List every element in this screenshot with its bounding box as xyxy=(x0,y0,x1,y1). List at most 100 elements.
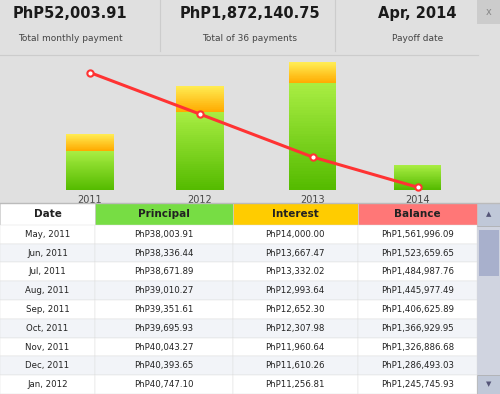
Bar xyxy=(176,176,224,178)
Bar xyxy=(394,184,442,186)
Bar xyxy=(289,82,336,83)
Text: 2011: 2011 xyxy=(78,195,102,205)
Text: Dec, 2011: Dec, 2011 xyxy=(26,361,70,370)
Bar xyxy=(232,262,358,281)
Bar xyxy=(289,134,336,136)
Bar xyxy=(478,230,498,275)
Bar xyxy=(289,91,336,94)
Bar xyxy=(289,171,336,174)
Bar xyxy=(176,108,224,109)
Bar xyxy=(394,173,442,174)
Bar xyxy=(289,80,336,81)
Bar xyxy=(176,166,224,168)
Bar xyxy=(66,181,114,182)
Bar xyxy=(66,184,114,185)
Bar xyxy=(232,243,358,262)
Bar xyxy=(176,106,224,107)
Text: Interest: Interest xyxy=(272,209,318,219)
Bar xyxy=(358,243,477,262)
Bar xyxy=(289,131,336,134)
Bar xyxy=(66,135,114,136)
Bar xyxy=(66,142,114,143)
Bar xyxy=(289,139,336,142)
Bar xyxy=(289,158,336,160)
Bar xyxy=(394,179,442,180)
Bar xyxy=(289,118,336,121)
Bar xyxy=(176,100,224,101)
Bar xyxy=(394,170,442,171)
Bar xyxy=(0,319,95,338)
Bar xyxy=(0,300,95,319)
Bar xyxy=(66,150,114,151)
Bar xyxy=(66,140,114,141)
Bar xyxy=(358,338,477,357)
Bar xyxy=(66,145,114,146)
Bar xyxy=(95,338,232,357)
Bar xyxy=(358,225,477,243)
Bar xyxy=(289,64,336,65)
Bar xyxy=(95,300,232,319)
Bar xyxy=(289,81,336,82)
Bar xyxy=(289,72,336,73)
Text: PhP13,332.02: PhP13,332.02 xyxy=(266,268,325,276)
Bar xyxy=(176,91,224,92)
Bar xyxy=(289,71,336,72)
Text: PhP1,561,996.09: PhP1,561,996.09 xyxy=(381,230,454,239)
Bar xyxy=(176,108,224,109)
Text: Oct, 2011: Oct, 2011 xyxy=(26,324,68,333)
Bar xyxy=(66,148,114,149)
Text: PhP40,747.10: PhP40,747.10 xyxy=(134,380,194,389)
Bar xyxy=(66,151,114,152)
Bar xyxy=(289,182,336,184)
Bar xyxy=(289,123,336,126)
Bar xyxy=(289,104,336,107)
Bar xyxy=(394,188,442,189)
Bar xyxy=(176,112,224,114)
Bar xyxy=(176,98,224,99)
Bar xyxy=(66,140,114,141)
Bar xyxy=(394,169,442,170)
Bar xyxy=(176,95,224,96)
Bar xyxy=(176,127,224,129)
Bar xyxy=(66,165,114,166)
Bar xyxy=(289,62,336,63)
Bar xyxy=(394,189,442,190)
Bar xyxy=(176,135,224,137)
Bar xyxy=(66,141,114,142)
Bar xyxy=(66,139,114,140)
Bar xyxy=(95,262,232,281)
Bar xyxy=(477,203,500,394)
Bar xyxy=(66,185,114,186)
Text: Jul, 2011: Jul, 2011 xyxy=(28,268,66,276)
Bar xyxy=(289,144,336,147)
Text: PhP39,351.61: PhP39,351.61 xyxy=(134,305,194,314)
Bar xyxy=(289,128,336,131)
Bar xyxy=(289,115,336,118)
Bar xyxy=(176,102,224,103)
Bar xyxy=(394,171,442,172)
Bar xyxy=(289,68,336,69)
Bar xyxy=(66,178,114,179)
Bar xyxy=(66,152,114,154)
Text: PhP39,695.93: PhP39,695.93 xyxy=(134,324,194,333)
Bar xyxy=(66,171,114,172)
Bar xyxy=(289,179,336,182)
Bar xyxy=(394,180,442,181)
Bar xyxy=(176,174,224,176)
Bar xyxy=(394,168,442,169)
Bar xyxy=(289,168,336,171)
Text: Aug, 2011: Aug, 2011 xyxy=(26,286,70,295)
Bar xyxy=(176,182,224,184)
Bar xyxy=(66,179,114,180)
Bar xyxy=(289,70,336,71)
Bar xyxy=(394,173,442,174)
Bar xyxy=(176,101,224,102)
Bar xyxy=(176,90,224,91)
Bar xyxy=(95,281,232,300)
Text: 2014: 2014 xyxy=(405,195,430,205)
Bar xyxy=(289,97,336,99)
Bar xyxy=(289,64,336,65)
Bar xyxy=(289,79,336,80)
Bar xyxy=(358,281,477,300)
Text: PhP1,326,886.68: PhP1,326,886.68 xyxy=(380,342,454,351)
